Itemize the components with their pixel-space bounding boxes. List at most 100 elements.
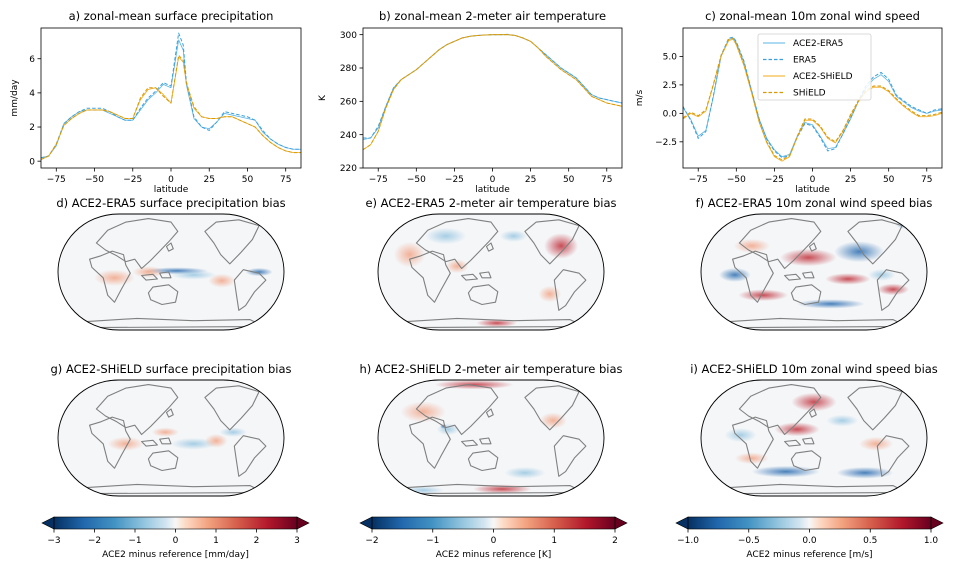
coastline: [784, 439, 801, 447]
coastline: [808, 408, 817, 418]
map-panels: d) ACE2-ERA5 surface precipitation bias e…: [51, 196, 938, 497]
bias-anomaly: [724, 428, 757, 443]
colorbar-tick-label: −1.0: [677, 536, 699, 546]
colorbar-gradient: [372, 517, 615, 529]
xtick-label: −75: [689, 175, 708, 185]
coastline: [553, 269, 587, 311]
plot-area-b: [363, 33, 622, 151]
coastline: [233, 435, 267, 477]
coastline: [147, 450, 179, 472]
coastline: [790, 450, 822, 472]
panel-title-f: f) ACE2-ERA5 10m zonal wind speed bias: [696, 196, 933, 210]
coastline: [738, 384, 822, 436]
coastline: [790, 284, 822, 306]
colorbar-tick-label: 0: [491, 536, 497, 546]
colorbar-tick-label: 1: [551, 536, 557, 546]
map-background: [378, 380, 604, 496]
coastline: [263, 384, 278, 397]
bias-anomaly: [825, 273, 871, 285]
coastline: [233, 269, 267, 311]
xtick-label: 0: [490, 175, 496, 185]
bias-anomaly: [826, 414, 859, 427]
bias-anomaly: [476, 318, 517, 328]
xtick-label: −50: [727, 175, 746, 185]
series-a-era5: [41, 32, 301, 159]
coastline: [461, 439, 478, 447]
axes-frame-a: [40, 27, 302, 169]
coastline: [159, 437, 172, 445]
colorbar-gradient: [54, 517, 297, 529]
xtick-label: −25: [445, 175, 464, 185]
ytick-label: 2: [29, 123, 35, 133]
coastline: [802, 437, 815, 445]
bias-anomaly: [500, 230, 528, 242]
colorbar-tick-label: −2: [88, 536, 101, 546]
line-panel-c: c) zonal-mean 10m zonal wind speed −75 −50…: [635, 9, 943, 195]
colorbar-tick-label: 0.5: [863, 536, 877, 546]
map-outline: [700, 213, 928, 331]
coastline: [159, 271, 172, 279]
ytick-label: 6: [29, 55, 35, 65]
line-panel-b: b) zonal-mean 2-meter air temperature −75…: [318, 9, 623, 195]
xtick-label: 75: [921, 175, 932, 185]
series-a-ace2-shield: [41, 56, 301, 160]
bias-anomaly: [836, 467, 894, 479]
legend-label: SHiELD: [793, 89, 826, 99]
coastline: [583, 384, 598, 397]
ytick-label: 280: [340, 64, 357, 74]
ylabel-c: m/s: [635, 89, 645, 106]
colorbar-tick-label: −3: [47, 536, 60, 546]
panel-title-d: d) ACE2-ERA5 surface precipitation bias: [56, 196, 285, 210]
coastline: [906, 218, 921, 231]
colorbar-cb2: −2 −1 0 1 2 ACE2 minus reference [K]: [359, 516, 628, 560]
colorbar-extend-min: [359, 516, 373, 530]
coastline: [738, 218, 822, 270]
coastline: [95, 218, 179, 270]
coastline: [467, 284, 499, 306]
colorbar-label: ACE2 minus reference [mm/day]: [102, 550, 249, 560]
coastline: [147, 284, 179, 306]
xtick-label: 50: [242, 175, 254, 185]
colorbar-tick-label: 0: [173, 536, 179, 546]
xtick-label: 75: [280, 175, 291, 185]
coastline: [461, 273, 478, 281]
colorbar-tick-label: 2: [612, 536, 618, 546]
colorbar-extend-max: [296, 516, 310, 530]
xtick-label: 75: [601, 175, 612, 185]
bias-anomaly: [400, 401, 446, 423]
coastline: [141, 273, 158, 281]
series-b-ace2-shield: [363, 34, 622, 151]
xtick-label: 50: [563, 175, 575, 185]
map-background: [58, 380, 284, 496]
map-panel-i: i) ACE2-SHiELD 10m zonal wind speed bias: [690, 362, 938, 497]
coastline: [808, 242, 817, 252]
xlabel-a: latitude: [154, 185, 189, 195]
panel-title-c: c) zonal-mean 10m zonal wind speed: [705, 9, 920, 23]
coastline: [409, 416, 451, 469]
colorbar-tick-label: −2: [365, 536, 378, 546]
plot-area-a: [41, 32, 301, 160]
series-b-era5: [363, 33, 622, 139]
map-panel-f: f) ACE2-ERA5 10m zonal wind speed bias: [696, 196, 933, 331]
colorbar-tick-label: 0.0: [802, 536, 817, 546]
map-outline: [377, 379, 605, 497]
bias-anomaly: [393, 241, 426, 268]
panel-title-g: g) ACE2-SHiELD surface precipitation bia…: [51, 362, 292, 376]
map-panel-h: h) ACE2-SHiELD 2-meter air temperature b…: [360, 362, 623, 497]
ytick-label: 300: [340, 31, 357, 41]
coastline: [204, 385, 260, 431]
ytick-label: 260: [340, 98, 357, 108]
bias-anomaly: [219, 427, 247, 437]
coastline: [732, 416, 774, 469]
colorbar-label: ACE2 minus reference [m/s]: [746, 550, 872, 560]
colorbar-tick-label: 2: [254, 536, 260, 546]
ytick-label: 0: [29, 157, 35, 167]
coastline: [906, 384, 921, 397]
colorbar-tick-label: −1: [426, 536, 439, 546]
coastline: [409, 250, 451, 303]
xtick-label: 0: [168, 175, 174, 185]
plot-area-c: [683, 36, 942, 162]
bias-anomaly: [544, 233, 579, 259]
bias-anomaly: [504, 467, 546, 479]
